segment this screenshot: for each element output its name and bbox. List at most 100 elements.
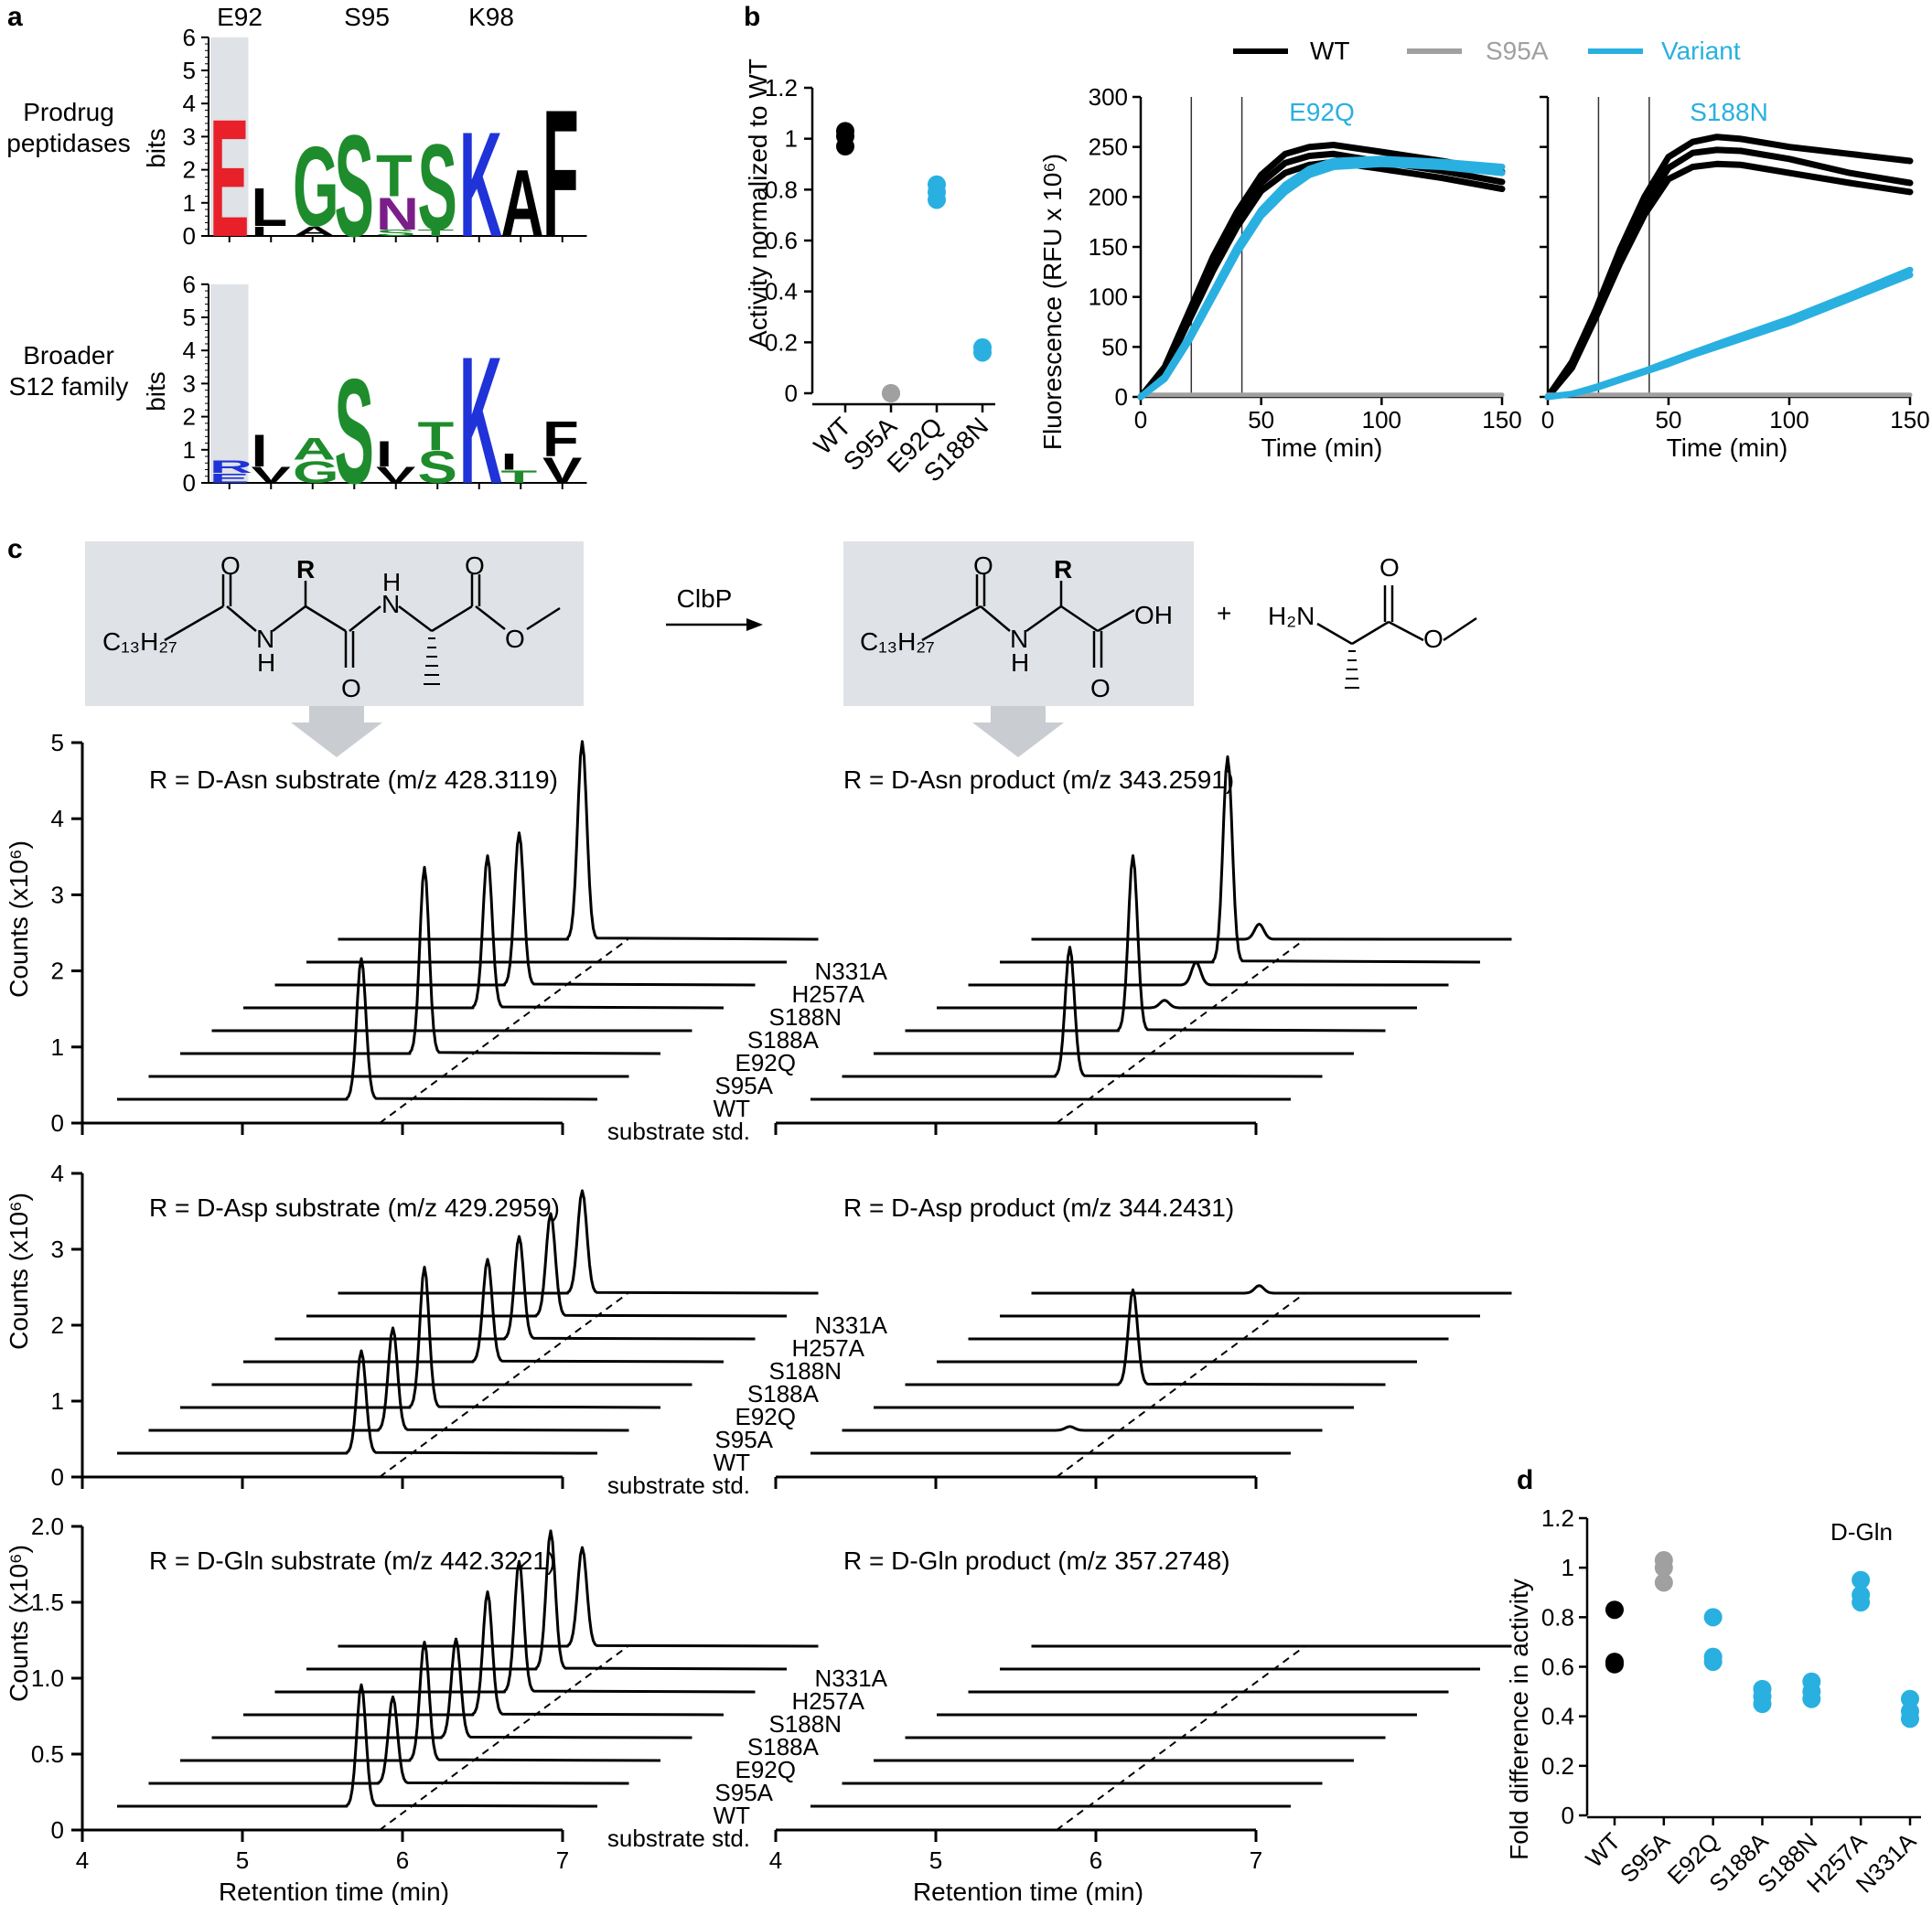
c-row-3-product-xtick-label: 7 xyxy=(1250,1846,1262,1874)
c-row-2-product-dashed-guide xyxy=(1056,1292,1306,1478)
logo-letter-a: A xyxy=(293,223,336,239)
logo-letter-s: S xyxy=(335,104,374,267)
c-row-1-product-trace-s188n xyxy=(968,960,1449,987)
d-xtick-label-s95a: S95A xyxy=(1615,1827,1676,1889)
c-row-1-substrate-ytick-label: 4 xyxy=(51,805,64,832)
logo-1-ytick-label: 1 xyxy=(183,189,196,217)
logo-2-ytick-label: 6 xyxy=(183,271,196,298)
c-row-1-trace-name-h257a: H257A xyxy=(792,980,865,1008)
c-row-1-trace-name-s188a: S188A xyxy=(747,1026,820,1054)
c-row-3-trace-name-n331a: N331A xyxy=(815,1664,888,1692)
logo-letter-v: V xyxy=(376,463,416,488)
c-row-1-product-dashed-guide xyxy=(1056,938,1306,1124)
c-row-1-trace-name-n331a: N331A xyxy=(815,958,888,985)
product-h1: H xyxy=(1011,648,1029,677)
d-title: D-Gln xyxy=(1830,1518,1893,1546)
d-point-h257a xyxy=(1852,1570,1871,1589)
c-xlabel-right: Retention time (min) xyxy=(913,1878,1143,1905)
c-row-2-substrate-trace-n331a xyxy=(338,1189,819,1295)
logo-1-name-line-2: peptidases xyxy=(6,129,130,157)
c-row-1-substrate-dashed-guide xyxy=(379,938,629,1124)
c-row-3-trace-name-s188a: S188A xyxy=(747,1733,820,1761)
c-row-2-substrate-trace-wt xyxy=(148,1326,629,1432)
logo-2-ylabel: bits xyxy=(142,371,170,412)
c-row-1-product-trace-s188a xyxy=(937,999,1417,1010)
c-row-2-substrate-ytick-label: 0 xyxy=(51,1463,64,1491)
legend-label-variant: Variant xyxy=(1661,37,1741,65)
panel-label-c: c xyxy=(7,534,23,564)
b-kinetics-1-xtick-label: 50 xyxy=(1248,406,1274,433)
b-kinetics-1-xtick-label: 0 xyxy=(1134,406,1147,433)
d-point-wt xyxy=(1605,1600,1624,1620)
product-n1: N xyxy=(1010,625,1028,653)
b-kinetics-1-series-wt xyxy=(1137,142,1506,401)
logo-letter-k: K xyxy=(459,102,502,269)
c-row-3-trace-name-s188n: S188N xyxy=(769,1710,843,1738)
c-row-3-trace-name-wt: WT xyxy=(714,1802,751,1829)
c-row-1-ylabel: Counts (x10⁶) xyxy=(5,840,33,998)
product-box xyxy=(843,541,1194,706)
logo-2-ytick-label: 2 xyxy=(183,403,196,431)
c-row-3-substrate-trace-n331a xyxy=(338,1546,819,1648)
c-row-1-substrate-ytick-label: 0 xyxy=(51,1109,64,1137)
b-kinetics-1-ytick-label: 0 xyxy=(1115,383,1128,411)
c-row-3-substrate-trace-e92q xyxy=(211,1637,692,1739)
d-point-s188n xyxy=(1802,1689,1821,1708)
plus-sign: + xyxy=(1217,599,1231,627)
b-kinetics-ylabel: Fluorescence (RFU x 10⁶) xyxy=(1038,154,1067,450)
c-row-1-substrate-ytick-label: 1 xyxy=(51,1033,64,1061)
logo-1-ytick-label: 4 xyxy=(183,90,196,117)
b-kinetics-1-series-wt xyxy=(1137,150,1506,401)
product-r: R xyxy=(1054,555,1072,583)
c-row-3-substrate-xtick-label: 5 xyxy=(236,1846,249,1874)
c-row-1-product-trace-n331a xyxy=(1031,922,1512,941)
logo-column-label-e92: E92 xyxy=(217,3,263,31)
b-kinetics-2-xlabel: Time (min) xyxy=(1667,433,1788,462)
c-row-3-substrate-ytick-label: 0.5 xyxy=(31,1740,64,1768)
product-structure xyxy=(921,574,1135,668)
d-point-s188a xyxy=(1753,1695,1772,1714)
c-row-3-product-dashed-guide xyxy=(1056,1645,1306,1831)
d-point-s95a xyxy=(1654,1573,1673,1592)
product-o1: O xyxy=(973,551,993,580)
c-row-1-trace-name-substrate-std: substrate std. xyxy=(607,1118,750,1145)
c-row-3-substrate-trace-s188a xyxy=(243,1590,724,1717)
c-row-1-substrate-ytick-label: 2 xyxy=(51,958,64,985)
d-ytick-label: 0.4 xyxy=(1541,1703,1574,1730)
c-row-3-ylabel: Counts (x10⁶) xyxy=(5,1545,33,1702)
c-row-2-trace-name-s188a: S188A xyxy=(747,1380,820,1407)
c-row-3-substrate-trace-h257a xyxy=(306,1529,788,1671)
d-ytick-label: 1 xyxy=(1562,1554,1574,1581)
c-row-2-substrate-trace-s188a xyxy=(243,1258,724,1364)
b-kinetics-1-label: E92Q xyxy=(1289,98,1355,126)
d-point-h257a xyxy=(1852,1593,1871,1612)
amine-structure xyxy=(1316,585,1477,646)
substrate-structure xyxy=(164,574,561,668)
d-ytick-label: 1.2 xyxy=(1541,1504,1574,1532)
logo-letter-f: F xyxy=(542,412,579,467)
b-kinetics-1-xtick-label: 150 xyxy=(1482,406,1521,433)
c-row-1-substrate-ytick-label: 3 xyxy=(51,881,64,908)
c-row-1-product-trace-h257a xyxy=(1000,755,1481,964)
substrate-n2: N xyxy=(381,590,400,618)
amine-o1: O xyxy=(1379,553,1400,582)
logo-2-ytick-label: 5 xyxy=(183,304,196,331)
c-row-3-substrate-trace-s95a xyxy=(180,1641,661,1762)
substrate-tail: C₁₃H₂₇ xyxy=(102,627,177,656)
logo-letter-g: G xyxy=(293,123,339,250)
logo-1-name-line-1: Prodrug xyxy=(23,98,114,126)
logo-1-highlight xyxy=(210,37,249,236)
c-row-2-substrate-ytick-label: 3 xyxy=(51,1236,64,1263)
c-xlabel-left: Retention time (min) xyxy=(219,1878,449,1905)
c-row-2-substrate-ytick-label: 1 xyxy=(51,1387,64,1415)
b-activity-point-wt xyxy=(836,137,854,156)
logo-letter-s: S xyxy=(376,228,415,238)
b-kinetics-1-xtick-label: 100 xyxy=(1362,406,1401,433)
product-down-arrow xyxy=(972,706,1064,757)
c-row-2-substrate-dashed-guide xyxy=(379,1292,629,1478)
panel-label-d: d xyxy=(1517,1465,1533,1495)
logo-letter-s: S xyxy=(335,348,374,516)
b-kinetics-2-xtick-label: 0 xyxy=(1541,406,1554,433)
